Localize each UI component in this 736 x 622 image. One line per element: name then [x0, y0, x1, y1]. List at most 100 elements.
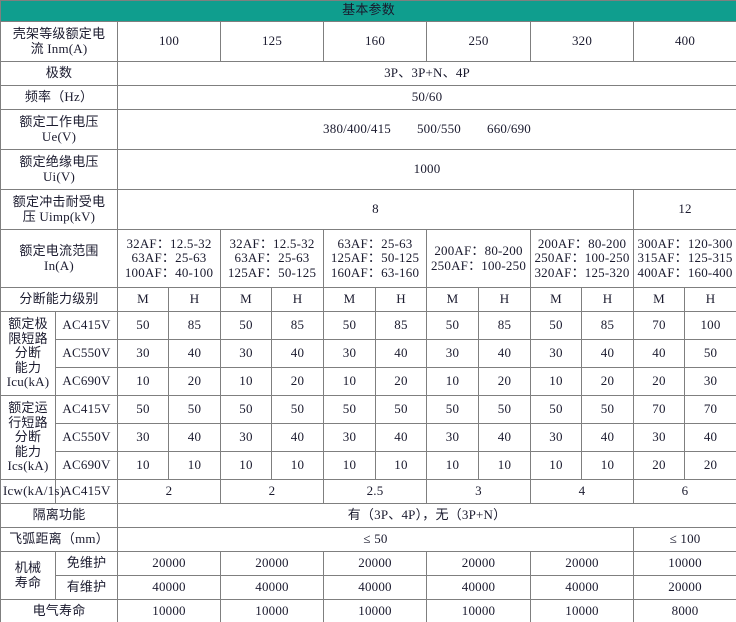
elec-life-3: 10000 — [426, 599, 531, 622]
poles-value: 3P、3P+N、4P — [116, 61, 736, 86]
ics-ac415v-9: 50 — [581, 395, 634, 424]
breaking-grade-0: M — [117, 287, 169, 312]
frame-rating-label: 壳架等级额定电 流 Inm(A) — [0, 21, 118, 62]
row-frequency: 频率（Hz） 50/60 — [0, 85, 736, 110]
breaking-grade-9: H — [581, 287, 634, 312]
mech-life-maint-5: 20000 — [632, 575, 736, 600]
icu-ac415v-11: 100 — [683, 311, 736, 340]
icw-value-0: 2 — [117, 479, 221, 504]
isolation-value: 有（3P、4P），无（3P+N） — [116, 503, 736, 528]
mech-life-free-2: 20000 — [323, 551, 427, 576]
ics-ac415v-8: 50 — [530, 395, 582, 424]
row-mech-life-maint: 有维护 40000 40000 40000 40000 40000 20000 — [1, 575, 736, 600]
icu-ac415v-3: 85 — [271, 311, 324, 340]
current-range-label-line1: 额定电流范围 — [19, 242, 99, 258]
working-voltage-label: 额定工作电压 Ue(V) — [0, 109, 118, 150]
ics-ac690v-3: 10 — [271, 451, 324, 480]
ics-ac550v-7: 40 — [478, 423, 531, 452]
icw-voltage: AC415V — [55, 479, 118, 504]
ics-ac550v-4: 30 — [323, 423, 376, 452]
icu-ac690v-4: 10 — [323, 367, 376, 396]
icu-ac550v-4: 30 — [323, 339, 376, 368]
mech-life-type-free: 免维护 — [55, 551, 118, 576]
icu-ac415v-1: 85 — [168, 311, 221, 340]
ics-ac415v-11: 70 — [683, 395, 736, 424]
ics-voltage-ac690v: AC690V — [55, 451, 118, 480]
frame-rating-label-line2: 流 Inm(A) — [30, 40, 88, 56]
icu-ac550v-7: 40 — [478, 339, 531, 368]
icw-value-5: 6 — [632, 479, 736, 504]
icu-voltage-ac415v: AC415V — [55, 311, 118, 340]
mech-life-label-line1: 机械 — [14, 559, 42, 575]
icu-ac550v-3: 40 — [271, 339, 324, 368]
icu-ac550v-0: 30 — [117, 339, 169, 368]
current-range-col-1: 32AF：12.5-32 63AF：25-63 100AF：40-100 — [117, 229, 221, 288]
ics-ac690v-5: 10 — [375, 451, 427, 480]
ics-ac550v-6: 30 — [426, 423, 479, 452]
working-voltage-v2: 500/550 — [416, 121, 461, 137]
ics-ac690v-11: 20 — [683, 451, 736, 480]
frequency-label: 频率（Hz） — [0, 85, 118, 110]
ics-ac690v-10: 20 — [633, 451, 685, 480]
insulation-voltage-label: 额定绝缘电压 Ui(V) — [0, 149, 118, 190]
row-elec-life: 电气寿命 10000 10000 10000 10000 10000 8000 — [0, 599, 736, 622]
working-voltage-label-line1: 额定工作电压 — [19, 113, 99, 129]
working-voltage-label-line2: Ue(V) — [41, 128, 77, 144]
frequency-value: 50/60 — [116, 85, 736, 110]
icw-label: Icw(kA/1s) — [0, 479, 64, 504]
impulse-voltage-value-last: 12 — [632, 189, 736, 230]
icu-ac550v-10: 40 — [633, 339, 685, 368]
ics-ac550v-5: 40 — [375, 423, 427, 452]
impulse-voltage-label-line2: 压 Uimp(kV) — [22, 208, 96, 224]
impulse-voltage-label-line1: 额定冲击耐受电 — [12, 193, 106, 209]
breaking-grade-1: H — [168, 287, 221, 312]
ics-ac550v-11: 40 — [683, 423, 736, 452]
mech-life-free-0: 20000 — [117, 551, 221, 576]
elec-life-0: 10000 — [117, 599, 221, 622]
row-icu-ac690v: AC690V 10 20 10 20 10 20 10 20 10 20 20 … — [1, 367, 736, 396]
icu-ac690v-1: 20 — [168, 367, 221, 396]
ics-ac550v-0: 30 — [117, 423, 169, 452]
ics-ac550v-8: 30 — [530, 423, 582, 452]
icw-value-1: 2 — [220, 479, 324, 504]
impulse-voltage-label: 额定冲击耐受电 压 Uimp(kV) — [0, 189, 118, 230]
current-range-col-2: 32AF：12.5-32 63AF：25-63 125AF：50-125 — [220, 229, 324, 288]
icu-ac415v-7: 85 — [478, 311, 531, 340]
ics-ac415v-3: 50 — [271, 395, 324, 424]
frame-rating-value-125: 125 — [220, 21, 324, 62]
mech-life-maint-3: 40000 — [426, 575, 531, 600]
icu-ac415v-8: 50 — [530, 311, 582, 340]
icu-ac415v-9: 85 — [581, 311, 634, 340]
icu-ac415v-4: 50 — [323, 311, 376, 340]
elec-life-label: 电气寿命 — [0, 599, 118, 622]
ics-ac690v-1: 10 — [168, 451, 221, 480]
mech-life-label: 机械 寿命 — [0, 551, 56, 600]
icw-value-4: 4 — [530, 479, 634, 504]
ics-label: 额定运 行短路 分断 能力 Ics(kA) — [0, 395, 56, 480]
icu-ac550v-11: 50 — [683, 339, 736, 368]
icu-ac415v-2: 50 — [220, 311, 272, 340]
breaking-grade-label: 分断能力级别 — [0, 287, 118, 312]
working-voltage-values: 380/400/415 500/550 660/690 — [116, 109, 736, 150]
breaking-grade-11: H — [683, 287, 736, 312]
working-voltage-v3: 660/690 — [487, 121, 532, 137]
icu-ac690v-2: 10 — [220, 367, 272, 396]
icu-ac690v-9: 20 — [581, 367, 634, 396]
current-range-col-4: 200AF：80-200 250AF：100-250 — [426, 229, 531, 288]
ics-ac550v-9: 40 — [581, 423, 634, 452]
breaking-grade-6: M — [426, 287, 479, 312]
ics-ac690v-8: 10 — [530, 451, 582, 480]
row-insulation-voltage: 额定绝缘电压 Ui(V) 1000 — [0, 149, 736, 190]
icu-ac415v-0: 50 — [117, 311, 169, 340]
ics-ac415v-10: 70 — [633, 395, 685, 424]
row-ics-ac550v: AC550V 30 40 30 40 30 40 30 40 30 40 30 … — [1, 423, 736, 452]
breaking-grade-5: H — [375, 287, 427, 312]
elec-life-5: 8000 — [632, 599, 736, 622]
mech-life-free-4: 20000 — [530, 551, 634, 576]
icu-ac415v-10: 70 — [633, 311, 685, 340]
mech-life-type-maint: 有维护 — [55, 575, 118, 600]
icu-ac415v-5: 85 — [375, 311, 427, 340]
current-range-col-5: 200AF：80-200 250AF：100-250 320AF：125-320 — [530, 229, 634, 288]
ics-ac690v-0: 10 — [117, 451, 169, 480]
